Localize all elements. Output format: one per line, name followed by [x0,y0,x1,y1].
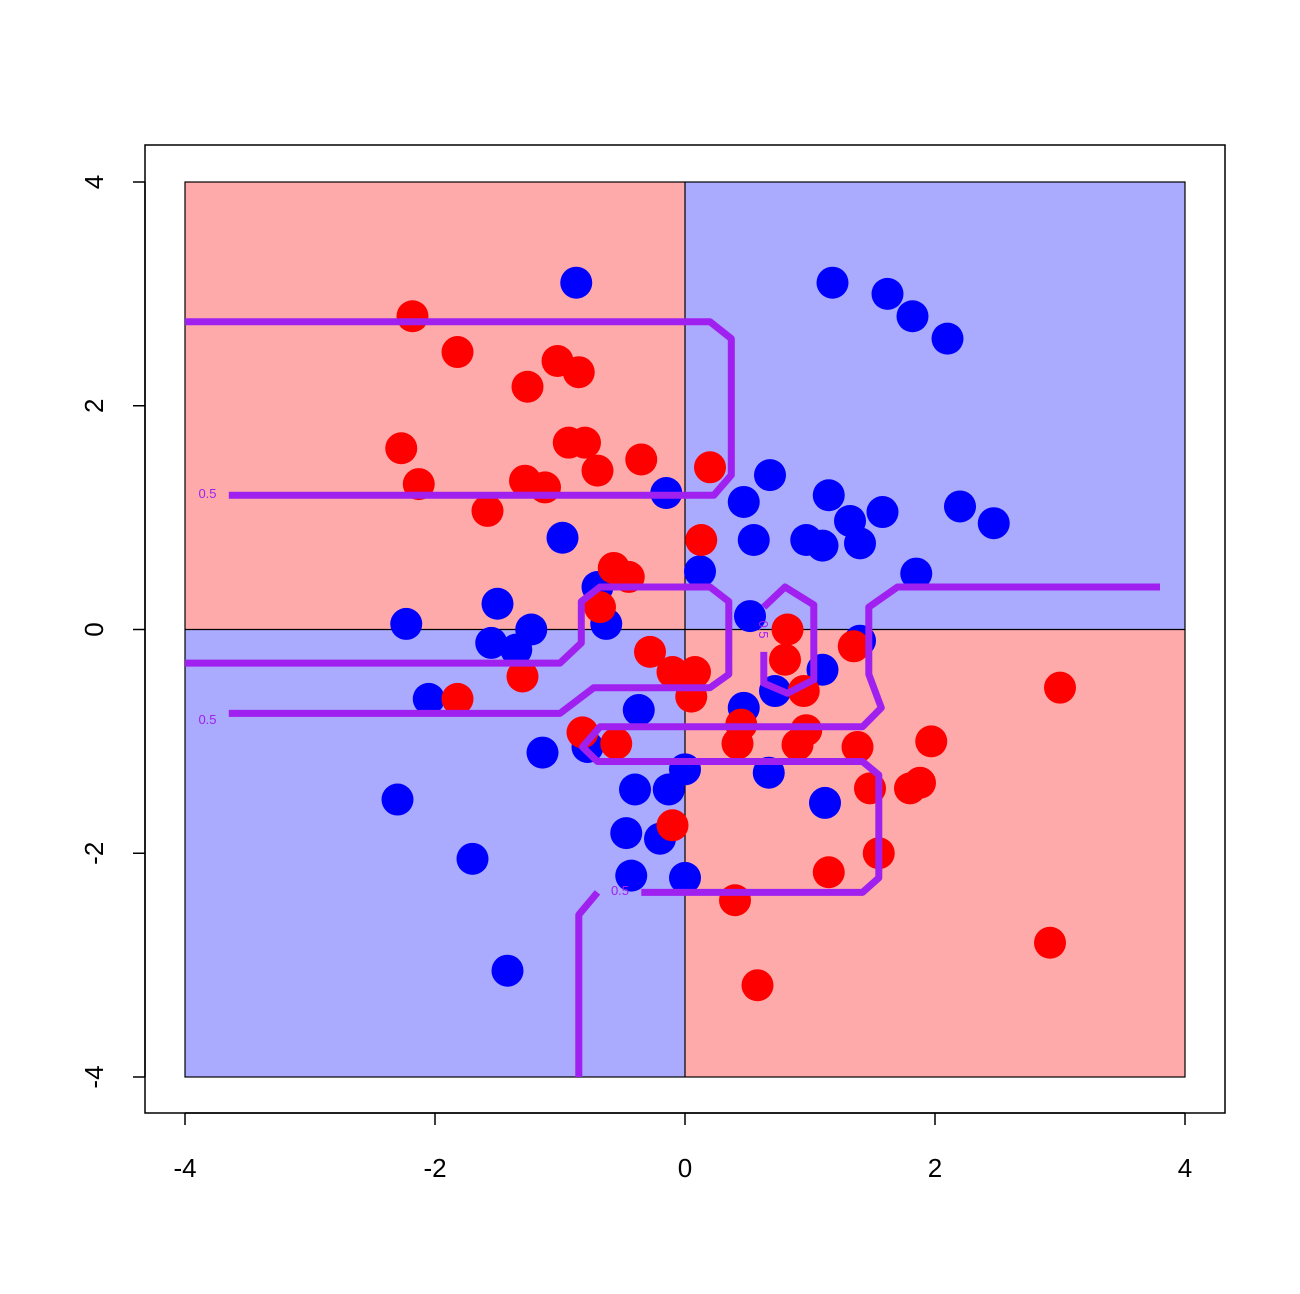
blue-point [812,479,845,512]
red-point [679,656,711,689]
contour-line-1 [185,583,733,717]
contour-label: 0.5 [198,486,216,501]
blue-point [931,322,964,355]
red-point [569,426,601,459]
blue-point [390,607,423,640]
red-point [634,635,666,668]
blue-point [622,694,655,727]
contour-line-4 [579,583,1160,896]
red-point [584,591,616,624]
region-blue-1 [685,182,1185,630]
blue-point [809,786,841,819]
red-point [562,356,595,389]
blue-point [727,485,760,518]
blue-point [816,266,849,299]
red-point [441,336,474,369]
blue-point [615,859,648,892]
region-red-0 [185,182,685,630]
blue-point [871,277,904,310]
red-point [471,494,504,527]
contour-line-0 [185,318,735,499]
blue-point [500,633,533,666]
blue-point [412,682,445,715]
contour-label: 0.5 [611,883,629,898]
red-point [581,454,614,487]
x-tick-label: -2 [423,1153,446,1183]
y-tick-label: -2 [79,842,109,865]
red-point [1034,926,1066,959]
contour-label: 0.5 [198,712,216,727]
blue-point [652,773,685,806]
x-tick-label: 2 [928,1153,942,1183]
red-point [656,809,689,842]
region-red-3 [685,629,1185,1077]
red-point [841,730,874,763]
red-point [685,524,718,556]
red-point [771,613,804,646]
blue-point [491,954,524,987]
red-point [656,656,689,689]
blue-point [381,783,414,816]
red-point [441,682,474,715]
red-point [837,630,870,663]
blue-point [900,557,933,590]
blue-point [977,507,1010,540]
y-tick-label: 0 [79,622,109,636]
decision-contours: 0.5 0.5 0.5 0.5 [185,318,1160,1077]
blue-point [844,527,876,560]
blue-point [546,521,579,554]
blue-point [481,587,514,620]
blue-point [456,842,489,875]
blue-point [669,861,701,894]
red-point [511,370,544,403]
red-point [1044,671,1076,704]
red-point [385,432,418,465]
contour-label: 0.5 [756,620,771,638]
blue-point [684,555,716,588]
axes: -4 -2 0 2 4 -4 -2 0 2 4 [79,144,1226,1183]
y-tick-label: 4 [79,175,109,189]
blue-point [896,300,929,333]
blue-point [944,490,976,523]
red-point [600,727,633,760]
red-point [396,300,429,333]
y-tick-label: -4 [79,1065,109,1088]
red-point [781,728,814,761]
x-tick-label: -4 [173,1153,196,1183]
blue-point [526,736,559,769]
contour-line-3 [575,890,601,1077]
red-point [769,643,801,676]
red-point [812,856,845,889]
red-point [741,969,774,1002]
region-dividers [184,181,1186,1078]
red-point [506,660,539,693]
blue-point [619,773,651,806]
blue-point [734,600,766,633]
red-point [625,443,658,476]
red-point [721,727,754,760]
red-point [915,725,948,758]
red-point [694,451,726,484]
contour-line-2 [760,583,818,697]
blue-point [754,459,786,492]
blue-point [866,496,899,529]
blue-point [560,266,593,299]
y-tick-label: 2 [79,399,109,413]
blue-point [737,524,770,556]
x-tick-label: 0 [678,1153,692,1183]
blue-point [610,817,643,850]
blue-point [475,626,508,659]
red-point [894,772,926,805]
x-tick-label: 4 [1178,1153,1192,1183]
blue-point [806,529,839,562]
